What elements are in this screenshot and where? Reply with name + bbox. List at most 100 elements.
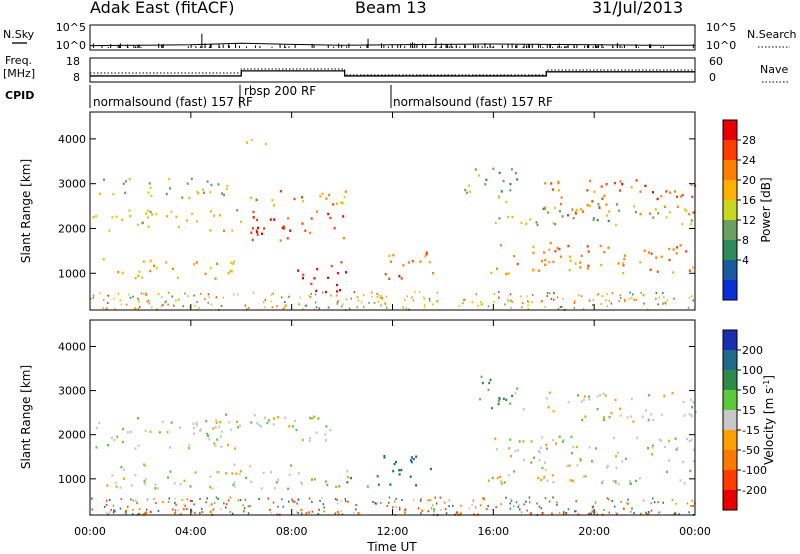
power-cell [356, 296, 359, 299]
power-cell [656, 197, 659, 201]
power-cell [648, 212, 651, 215]
nsky-tick-top-right: 10^5 [706, 21, 736, 34]
velocity-cell [170, 421, 173, 424]
velocity-cell [394, 500, 396, 503]
x-tick-label: 00:00 [679, 525, 711, 538]
power-cell [92, 294, 95, 297]
power-cell [407, 261, 410, 264]
power-cell [586, 204, 589, 207]
velocity-cell [112, 504, 115, 507]
power-cell [502, 179, 505, 183]
velocity-cell [157, 509, 160, 512]
velocity-cell [692, 505, 694, 507]
velocity-colorbar-swatch [723, 390, 737, 411]
velocity-cell [678, 513, 680, 516]
power-cell [658, 296, 660, 299]
power-cell [597, 293, 600, 296]
velocity-cell [109, 511, 111, 514]
power-cell [462, 302, 464, 305]
velocity-cell [410, 460, 413, 464]
velocity-cell [262, 471, 265, 475]
velocity-cell [295, 428, 298, 432]
velocity-cell [526, 509, 528, 512]
velocity-cell [621, 460, 624, 463]
velocity-cell [355, 504, 357, 506]
velocity-cell [472, 499, 475, 502]
velocity-cell [253, 414, 256, 417]
velocity-cell [199, 497, 201, 500]
velocity-cell [216, 438, 219, 441]
power-cell [138, 270, 141, 273]
velocity-cell [324, 480, 327, 483]
power-cell [193, 294, 195, 297]
power-cell [633, 205, 636, 208]
velocity-cell [638, 477, 641, 480]
velocity-cell [380, 502, 382, 504]
velocity-cell [193, 503, 195, 506]
power-cell [592, 217, 595, 220]
power-cell [544, 263, 547, 266]
power-cell [314, 301, 317, 304]
velocity-colorbar-swatch [723, 330, 737, 351]
power-cell [464, 298, 466, 301]
power-cell [357, 299, 360, 302]
power-colorbar-swatch [723, 120, 737, 141]
velocity-cell [338, 485, 341, 488]
power-cell [177, 225, 180, 229]
velocity-cell [481, 381, 484, 385]
velocity-cell [627, 502, 629, 505]
velocity-cell [212, 427, 215, 430]
power-cell [148, 302, 151, 305]
power-cell [388, 254, 391, 258]
velocity-cell [124, 511, 127, 513]
power-cell [406, 295, 408, 298]
power-cell [308, 295, 310, 297]
velocity-cell [277, 478, 280, 481]
power-cell [149, 210, 152, 214]
power-cell [107, 294, 109, 297]
power-cell [663, 296, 665, 299]
power-cell [210, 303, 213, 306]
power-cell [424, 303, 426, 306]
velocity-cell [608, 416, 611, 419]
power-colorbar-swatch [723, 200, 737, 221]
velocity-colorbar-swatch [723, 470, 737, 491]
power-cell [608, 299, 611, 302]
power-cell [507, 300, 510, 303]
velocity-cell [319, 499, 321, 502]
power-cell [425, 253, 428, 256]
velocity-cell [215, 419, 218, 422]
velocity-cell [179, 483, 182, 486]
velocity-cell [214, 444, 217, 447]
power-cell [617, 262, 620, 265]
velocity-cell [537, 450, 540, 453]
velocity-colorbar-tick-label: 100 [742, 364, 763, 377]
velocity-cell [323, 506, 325, 509]
power-cell [107, 302, 109, 304]
velocity-cell [264, 416, 266, 419]
velocity-cell [590, 460, 593, 463]
power-cell [687, 306, 690, 309]
power-cell [124, 191, 127, 195]
power-cell [432, 272, 435, 275]
velocity-colorbar-tick-label: -100 [742, 464, 767, 477]
velocity-cell [111, 474, 114, 477]
velocity-cell [522, 440, 525, 443]
power-cell [681, 223, 684, 226]
power-colorbar: 28 24 20 16 12 8 4 Power [dB] [722, 119, 773, 301]
velocity-cell [439, 509, 442, 511]
power-cell [436, 291, 439, 294]
power-cell [206, 180, 209, 183]
velocity-cell [582, 475, 585, 478]
power-cell [309, 296, 312, 299]
power-cell [592, 298, 594, 301]
velocity-cell [448, 499, 451, 502]
velocity-cell [166, 430, 169, 434]
velocity-cell [605, 466, 608, 469]
power-cell [299, 296, 301, 299]
power-cell [368, 301, 370, 304]
power-cell [160, 305, 163, 308]
velocity-cell [323, 510, 325, 513]
power-cell [589, 204, 591, 208]
cpid-segment-2: rbsp 200 RF [244, 84, 316, 98]
